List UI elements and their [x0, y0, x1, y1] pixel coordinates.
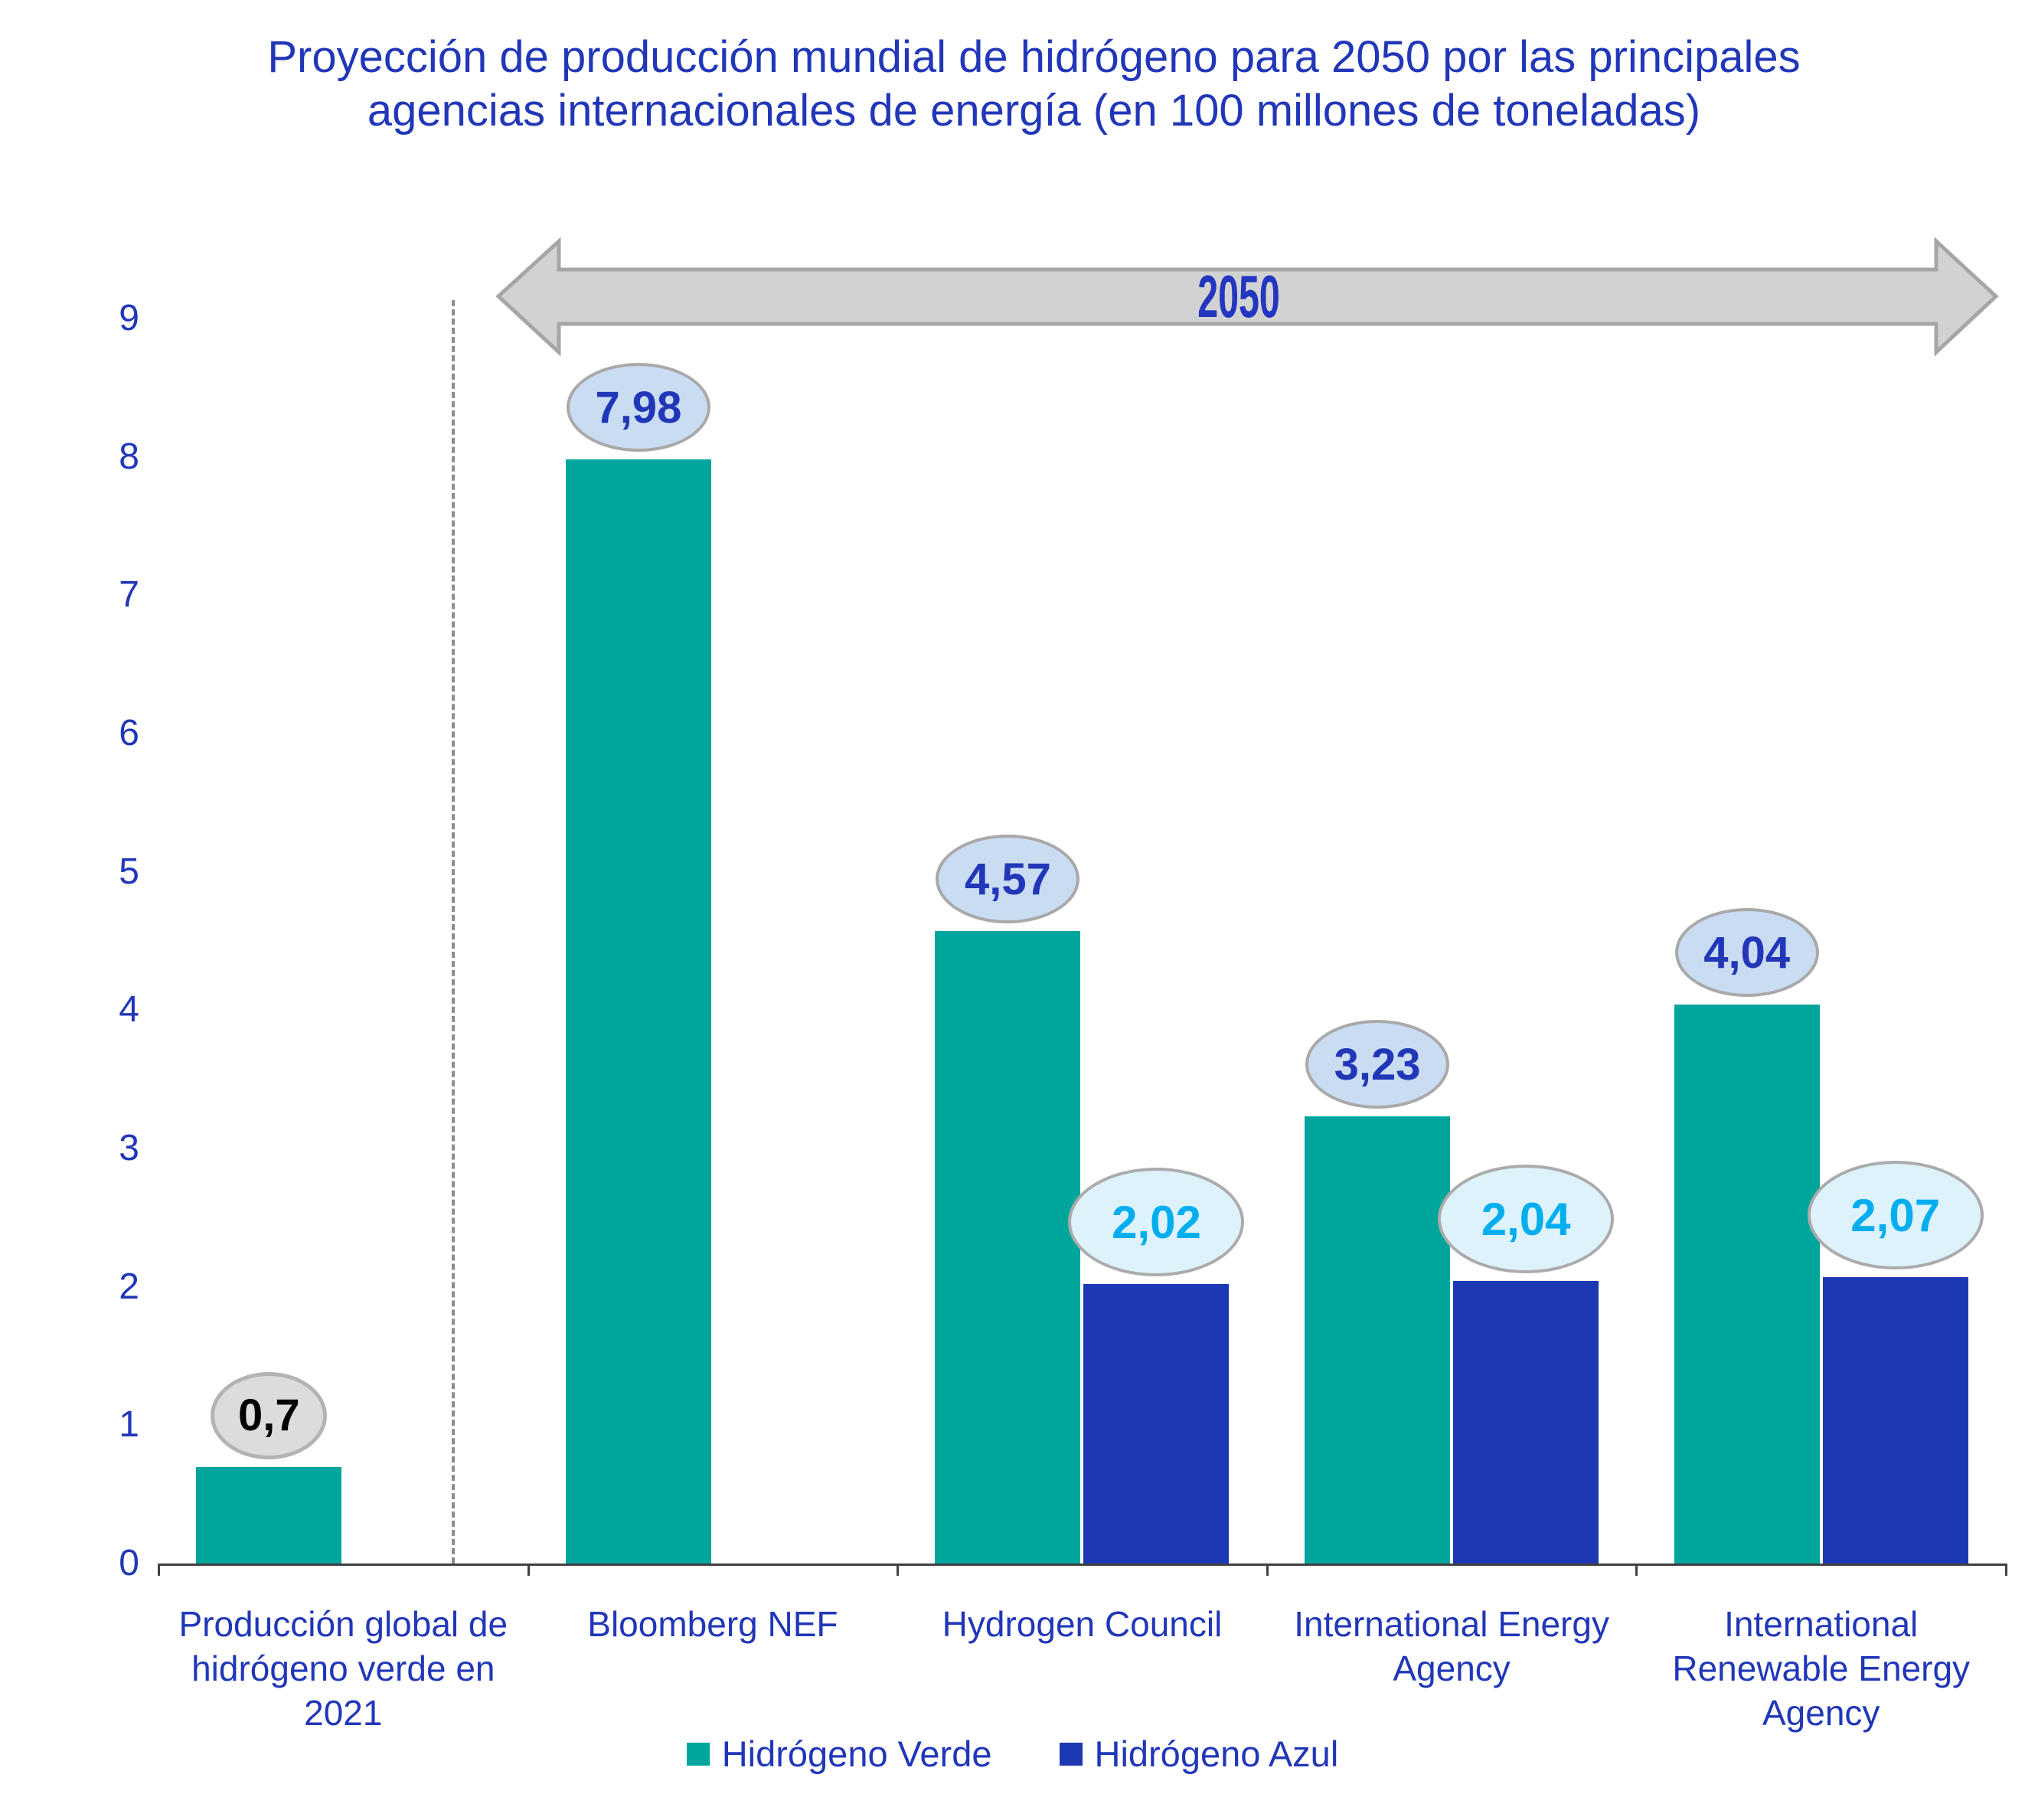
- bar-slot-verde-0: 0,7: [196, 319, 342, 1564]
- y-axis-tick-label-8: 8: [119, 436, 139, 477]
- data-label-bubble-azul-2: 2,02: [1068, 1168, 1245, 1277]
- bar-verde-2: [935, 931, 1081, 1564]
- x-axis-label-0: Producción global de hidrógeno verde en …: [178, 1604, 508, 1733]
- y-axis-tick-label-2: 2: [119, 1266, 139, 1307]
- y-axis-tick-label-0: 0: [119, 1543, 139, 1583]
- data-label-bubble-azul-4: 2,07: [1807, 1161, 1984, 1270]
- bar-slot-verde-1: 7,98: [565, 319, 711, 1564]
- x-axis-tick-3: [1266, 1564, 1269, 1576]
- data-label-bubble-verde-2: 4,57: [936, 835, 1080, 924]
- bar-group-1: 7,98: [565, 319, 860, 1564]
- bar-slot-verde-2: 4,57: [935, 319, 1081, 1564]
- chart-title: Proyección de producción mundial de hidr…: [21, 31, 2025, 138]
- y-axis-tick-label-5: 5: [119, 851, 139, 892]
- bar-slot-azul-3: 2,04: [1438, 319, 1615, 1564]
- bar-group-0: 0,7: [196, 319, 490, 1564]
- category-group-0: 0,7: [158, 319, 528, 1564]
- legend-swatch-verde-icon: [686, 1743, 710, 1766]
- bar-azul-2: [1083, 1284, 1230, 1564]
- bar-slot-verde-4: 4,04: [1674, 319, 1820, 1564]
- category-group-3: 3,23 2,04: [1267, 319, 1637, 1564]
- x-axis-label-2: Hydrogen Council: [942, 1604, 1223, 1644]
- bar-slot-azul-2: 2,02: [1068, 319, 1245, 1564]
- data-label-bubble-azul-3: 2,04: [1438, 1165, 1615, 1274]
- bar-group-3: 3,23 2,04: [1305, 319, 1615, 1564]
- x-axis-tick-0: [158, 1564, 160, 1576]
- y-axis-tick-label-9: 9: [119, 298, 139, 338]
- y-axis-tick-label-3: 3: [119, 1127, 139, 1168]
- plot-area: 0,7 7,98 4,57 2,02 3,23 2,04 4,04 2,07: [158, 319, 2007, 1576]
- x-axis-tick-1: [527, 1564, 530, 1576]
- legend-label-verde: Hidrógeno Verde: [721, 1733, 992, 1774]
- bar-slot-verde-3: 3,23: [1305, 319, 1451, 1564]
- bar-verde-1: [565, 459, 711, 1564]
- bar-slot-azul-4: 2,07: [1807, 319, 1984, 1564]
- bar-slot-azul-1: [714, 319, 860, 1564]
- data-label-bubble-verde-0: 0,7: [211, 1371, 328, 1459]
- legend-item-verde: Hidrógeno Verde: [686, 1733, 992, 1774]
- data-label-bubble-verde-4: 4,04: [1674, 908, 1819, 998]
- x-axis-tick-4: [1635, 1564, 1638, 1576]
- legend: Hidrógeno Verde Hidrógeno Azul: [0, 1735, 2025, 1773]
- y-axis-tick-label-4: 4: [119, 989, 139, 1031]
- bar-verde-3: [1305, 1116, 1451, 1564]
- x-axis-tick-5: [2005, 1564, 2007, 1576]
- chart-title-line2: agencias internacionales de energía (en …: [367, 86, 1701, 136]
- x-axis-label-3: International Energy Agency: [1294, 1604, 1609, 1688]
- legend-item-azul: Hidrógeno Azul: [1059, 1733, 1339, 1774]
- timeline-arrow-label: 2050: [1197, 263, 1280, 330]
- bar-azul-4: [1822, 1277, 1968, 1564]
- x-axis-labels: Producción global de hidrógeno verde en …: [158, 1602, 2006, 1747]
- data-label-bubble-verde-1: 7,98: [566, 363, 710, 453]
- y-axis-labels: 0 1 2 3 4 5 6 7 8 9: [0, 300, 145, 1582]
- data-label-bubble-verde-3: 3,23: [1305, 1020, 1450, 1109]
- y-axis-tick-label-1: 1: [119, 1404, 139, 1446]
- x-axis-tick-2: [897, 1564, 900, 1576]
- chart-title-line1: Proyección de producción mundial de hidr…: [267, 32, 1801, 82]
- category-group-2: 4,57 2,02: [897, 319, 1267, 1564]
- category-group-4: 4,04 2,07: [1636, 319, 2006, 1564]
- bar-verde-4: [1674, 1005, 1820, 1564]
- legend-swatch-azul-icon: [1059, 1743, 1083, 1766]
- bar-slot-azul-0: [345, 319, 490, 1564]
- x-axis-label-1: Bloomberg NEF: [587, 1604, 838, 1644]
- timeline-arrow-icon: [496, 237, 1999, 357]
- bar-group-4: 4,04 2,07: [1674, 319, 1984, 1564]
- y-axis-tick-label-6: 6: [119, 712, 139, 753]
- category-group-1: 7,98: [528, 319, 898, 1564]
- x-axis-label-4: International Renewable Energy Agency: [1672, 1604, 1971, 1733]
- divider-2021-2050: [452, 300, 455, 1564]
- y-axis-tick-label-7: 7: [119, 574, 139, 616]
- bar-group-2: 4,57 2,02: [935, 319, 1245, 1564]
- legend-label-azul: Hidrógeno Azul: [1094, 1733, 1339, 1774]
- bar-verde-0: [196, 1466, 342, 1564]
- bar-azul-3: [1453, 1281, 1599, 1564]
